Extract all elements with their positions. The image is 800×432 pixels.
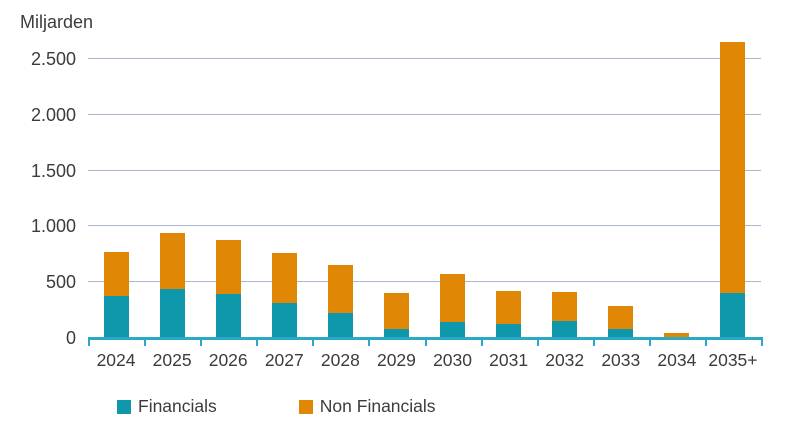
bar-segment-financials[interactable]	[103, 295, 129, 338]
x-tick	[480, 340, 483, 346]
bar-2028[interactable]	[327, 265, 353, 338]
x-label-2034: 2034	[657, 350, 697, 370]
gridline	[88, 169, 761, 171]
legend: Financials Non Financials	[0, 396, 800, 417]
y-tick-label: 2.000	[30, 104, 76, 125]
bar-2024[interactable]	[103, 252, 129, 338]
x-label-2024: 2024	[96, 350, 136, 370]
bar-segment-non-financials[interactable]	[383, 293, 409, 329]
legend-label: Financials	[138, 396, 217, 416]
bar-segment-financials[interactable]	[383, 328, 409, 338]
bar-segment-financials[interactable]	[215, 294, 241, 338]
y-axis: 0 500 1.000 1.500 2.000 2.500	[0, 0, 76, 360]
bar-segment-non-financials[interactable]	[720, 42, 746, 294]
bar-segment-financials[interactable]	[327, 313, 353, 338]
x-tick	[592, 340, 595, 346]
x-label-2028: 2028	[320, 350, 360, 370]
x-tick	[536, 340, 539, 346]
y-tick-label: 1.500	[30, 160, 76, 181]
x-label-2030: 2030	[433, 350, 472, 370]
x-label-2032: 2032	[545, 350, 585, 370]
y-tick-label: 2.500	[30, 49, 76, 69]
x-tick	[144, 340, 147, 346]
bar-2027[interactable]	[271, 253, 297, 338]
x-tick	[256, 340, 259, 346]
bar-segment-non-financials[interactable]	[159, 232, 185, 289]
gridline	[88, 113, 761, 115]
bar-segment-financials[interactable]	[552, 321, 578, 338]
x-tick	[88, 340, 90, 346]
bar-segment-financials[interactable]	[496, 324, 522, 338]
bar-segment-financials[interactable]	[271, 303, 297, 338]
bar-segment-financials[interactable]	[440, 321, 466, 338]
gridline	[88, 281, 761, 283]
x-tick	[424, 340, 427, 346]
bar-2033[interactable]	[608, 305, 634, 338]
x-tick	[704, 340, 707, 346]
x-tick	[312, 340, 315, 346]
bar-segment-financials[interactable]	[159, 288, 185, 338]
bar-segment-non-financials[interactable]	[215, 239, 241, 295]
legend-item-financials: Financials	[117, 396, 217, 417]
x-label-2035+: 2035+	[708, 350, 758, 370]
bar-segment-non-financials[interactable]	[327, 265, 353, 314]
bar-segment-non-financials[interactable]	[440, 273, 466, 322]
gridline	[88, 225, 761, 227]
non-financials-swatch-icon	[298, 399, 313, 414]
bar-2031[interactable]	[496, 290, 522, 338]
x-tick	[200, 340, 203, 346]
bar-segment-financials[interactable]	[608, 328, 634, 338]
x-label-2033: 2033	[601, 350, 641, 370]
plot-area	[88, 0, 761, 338]
x-axis-labels: 2024 2025 2026 2027 2028 2029 2030 2031 2032 2033…	[88, 350, 761, 374]
x-axis-line	[88, 337, 763, 340]
bar-segment-non-financials[interactable]	[496, 290, 522, 325]
bar-segment-non-financials[interactable]	[271, 253, 297, 304]
x-tick	[648, 340, 651, 346]
x-label-2025: 2025	[152, 350, 192, 370]
bar-2029[interactable]	[383, 293, 409, 338]
y-tick-label: 0	[65, 328, 76, 348]
legend-item-non-financials: Non Financials	[298, 396, 436, 417]
bar-segment-non-financials[interactable]	[552, 292, 578, 322]
x-label-2031: 2031	[489, 350, 529, 370]
bar-2032[interactable]	[552, 292, 578, 338]
x-label-2029: 2029	[376, 350, 416, 370]
x-label-2027: 2027	[264, 350, 304, 370]
financials-swatch-icon	[117, 399, 131, 414]
bar-segment-financials[interactable]	[720, 293, 746, 338]
bar-segment-non-financials[interactable]	[608, 305, 634, 329]
y-tick-label: 1.000	[30, 216, 76, 237]
x-tick	[761, 340, 763, 346]
gridline	[88, 58, 761, 59]
y-axis-title: Miljarden	[20, 12, 94, 32]
x-tick	[368, 340, 371, 346]
legend-label: Non Financials	[319, 396, 436, 416]
bar-2026[interactable]	[215, 239, 241, 338]
x-label-2026: 2026	[208, 350, 248, 370]
bar-2035+[interactable]	[720, 42, 746, 338]
bar-segment-non-financials[interactable]	[103, 252, 129, 296]
bar-2030[interactable]	[440, 273, 466, 338]
bar-segment-non-financials[interactable]	[664, 333, 690, 337]
y-tick-label: 500	[45, 272, 76, 293]
bar-2025[interactable]	[159, 232, 185, 338]
